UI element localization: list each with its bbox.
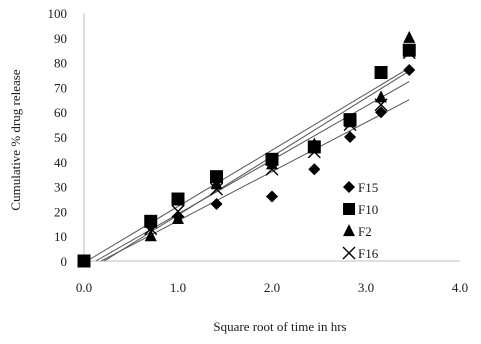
point-f16 <box>265 162 279 176</box>
x-tick-label: 1.0 <box>170 280 186 295</box>
point-f10 <box>144 214 158 228</box>
legend-label: F15 <box>358 180 378 195</box>
y-tick-label: 50 <box>54 130 67 145</box>
point-f2 <box>403 30 416 43</box>
point-f15 <box>375 106 388 119</box>
legend-marker-f2 <box>343 224 355 237</box>
point-f10 <box>402 43 416 57</box>
legend-label: F10 <box>358 202 378 217</box>
legend: F15 F10 F2 F16 <box>342 180 379 261</box>
point-f2 <box>375 90 388 103</box>
x-axis-title: Square root of time in hrs <box>213 319 346 334</box>
y-tick-label: 0 <box>61 254 68 269</box>
y-tick-label: 60 <box>54 105 67 120</box>
y-tick-label: 90 <box>54 31 67 46</box>
tick-labels: 0.0 1.0 2.0 3.0 4.0 0 10 20 30 40 50 60 70 80 90 100 <box>48 6 469 295</box>
legend-marker-f15 <box>343 181 355 193</box>
point-f2 <box>344 115 357 128</box>
point-f16 <box>307 145 321 159</box>
trendline-f10 <box>86 67 410 262</box>
x-tick-label: 3.0 <box>358 280 374 295</box>
y-tick-label: 10 <box>54 229 67 244</box>
point-f16 <box>402 46 416 60</box>
point-f15 <box>344 131 357 143</box>
point-f2 <box>308 137 321 150</box>
point-f10 <box>374 66 388 80</box>
point-f15 <box>266 190 278 203</box>
legend-label: F16 <box>358 246 379 261</box>
point-f15 <box>308 163 321 176</box>
y-tick-label: 100 <box>48 6 68 21</box>
x-tick-label: 0.0 <box>76 280 92 295</box>
point-f16 <box>343 118 357 132</box>
axes <box>83 13 460 262</box>
legend-marker-f10 <box>343 203 355 215</box>
point-f16 <box>210 182 224 196</box>
point-f10 <box>171 192 185 206</box>
x-tick-label: 4.0 <box>452 280 468 295</box>
x-tick-label: 2.0 <box>264 280 280 295</box>
legend-marker-f16 <box>342 246 356 260</box>
y-axis-title: Cumulative % drug release <box>8 69 23 210</box>
point-f16 <box>171 204 185 218</box>
y-tick-label: 80 <box>54 56 67 71</box>
trendline-f2 <box>104 70 410 262</box>
y-tick-label: 20 <box>54 204 67 219</box>
point-f15 <box>210 197 223 210</box>
data-points <box>77 30 416 268</box>
point-f16 <box>374 98 388 112</box>
point-f10 <box>210 170 224 184</box>
point-f2 <box>172 211 184 224</box>
point-f2 <box>144 229 157 242</box>
legend-label: F2 <box>358 224 372 239</box>
y-tick-label: 30 <box>54 180 67 195</box>
y-tick-label: 70 <box>54 80 67 95</box>
point-f16 <box>144 222 158 236</box>
y-tick-label: 40 <box>54 155 67 170</box>
point-f15 <box>403 64 416 77</box>
point-f16 <box>77 254 91 268</box>
